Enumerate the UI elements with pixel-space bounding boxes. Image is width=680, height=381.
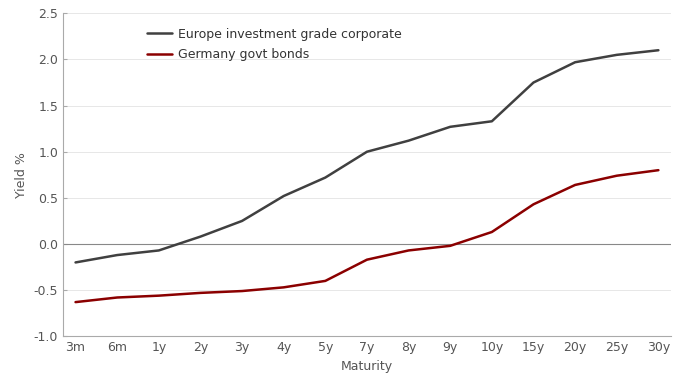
Europe investment grade corporate bbox=[279, 194, 288, 198]
Germany govt bonds bbox=[238, 289, 246, 293]
Germany govt bonds bbox=[571, 182, 579, 187]
Germany govt bonds bbox=[363, 258, 371, 262]
Germany govt bonds bbox=[654, 168, 662, 173]
Germany govt bonds bbox=[530, 202, 538, 207]
Germany govt bonds bbox=[405, 248, 413, 253]
Legend: Europe investment grade corporate, Germany govt bonds: Europe investment grade corporate, Germa… bbox=[142, 23, 407, 66]
Europe investment grade corporate bbox=[113, 253, 121, 257]
Germany govt bonds bbox=[613, 173, 621, 178]
Europe investment grade corporate bbox=[488, 119, 496, 123]
Europe investment grade corporate bbox=[71, 260, 80, 265]
Europe investment grade corporate bbox=[446, 125, 454, 129]
Europe investment grade corporate bbox=[197, 234, 205, 239]
Line: Germany govt bonds: Germany govt bonds bbox=[75, 170, 658, 302]
Europe investment grade corporate bbox=[238, 219, 246, 223]
Europe investment grade corporate bbox=[321, 175, 329, 180]
Germany govt bonds bbox=[446, 243, 454, 248]
Europe investment grade corporate bbox=[405, 138, 413, 143]
Germany govt bonds bbox=[113, 295, 121, 300]
Germany govt bonds bbox=[71, 300, 80, 304]
X-axis label: Maturity: Maturity bbox=[341, 360, 393, 373]
Germany govt bonds bbox=[279, 285, 288, 290]
Europe investment grade corporate bbox=[530, 80, 538, 85]
Europe investment grade corporate bbox=[155, 248, 163, 253]
Germany govt bonds bbox=[197, 291, 205, 295]
Europe investment grade corporate bbox=[613, 53, 621, 57]
Y-axis label: Yield %: Yield % bbox=[15, 152, 28, 198]
Germany govt bonds bbox=[155, 293, 163, 298]
Europe investment grade corporate bbox=[363, 149, 371, 154]
Europe investment grade corporate bbox=[654, 48, 662, 53]
Germany govt bonds bbox=[488, 230, 496, 234]
Germany govt bonds bbox=[321, 279, 329, 283]
Europe investment grade corporate bbox=[571, 60, 579, 64]
Line: Europe investment grade corporate: Europe investment grade corporate bbox=[75, 50, 658, 263]
